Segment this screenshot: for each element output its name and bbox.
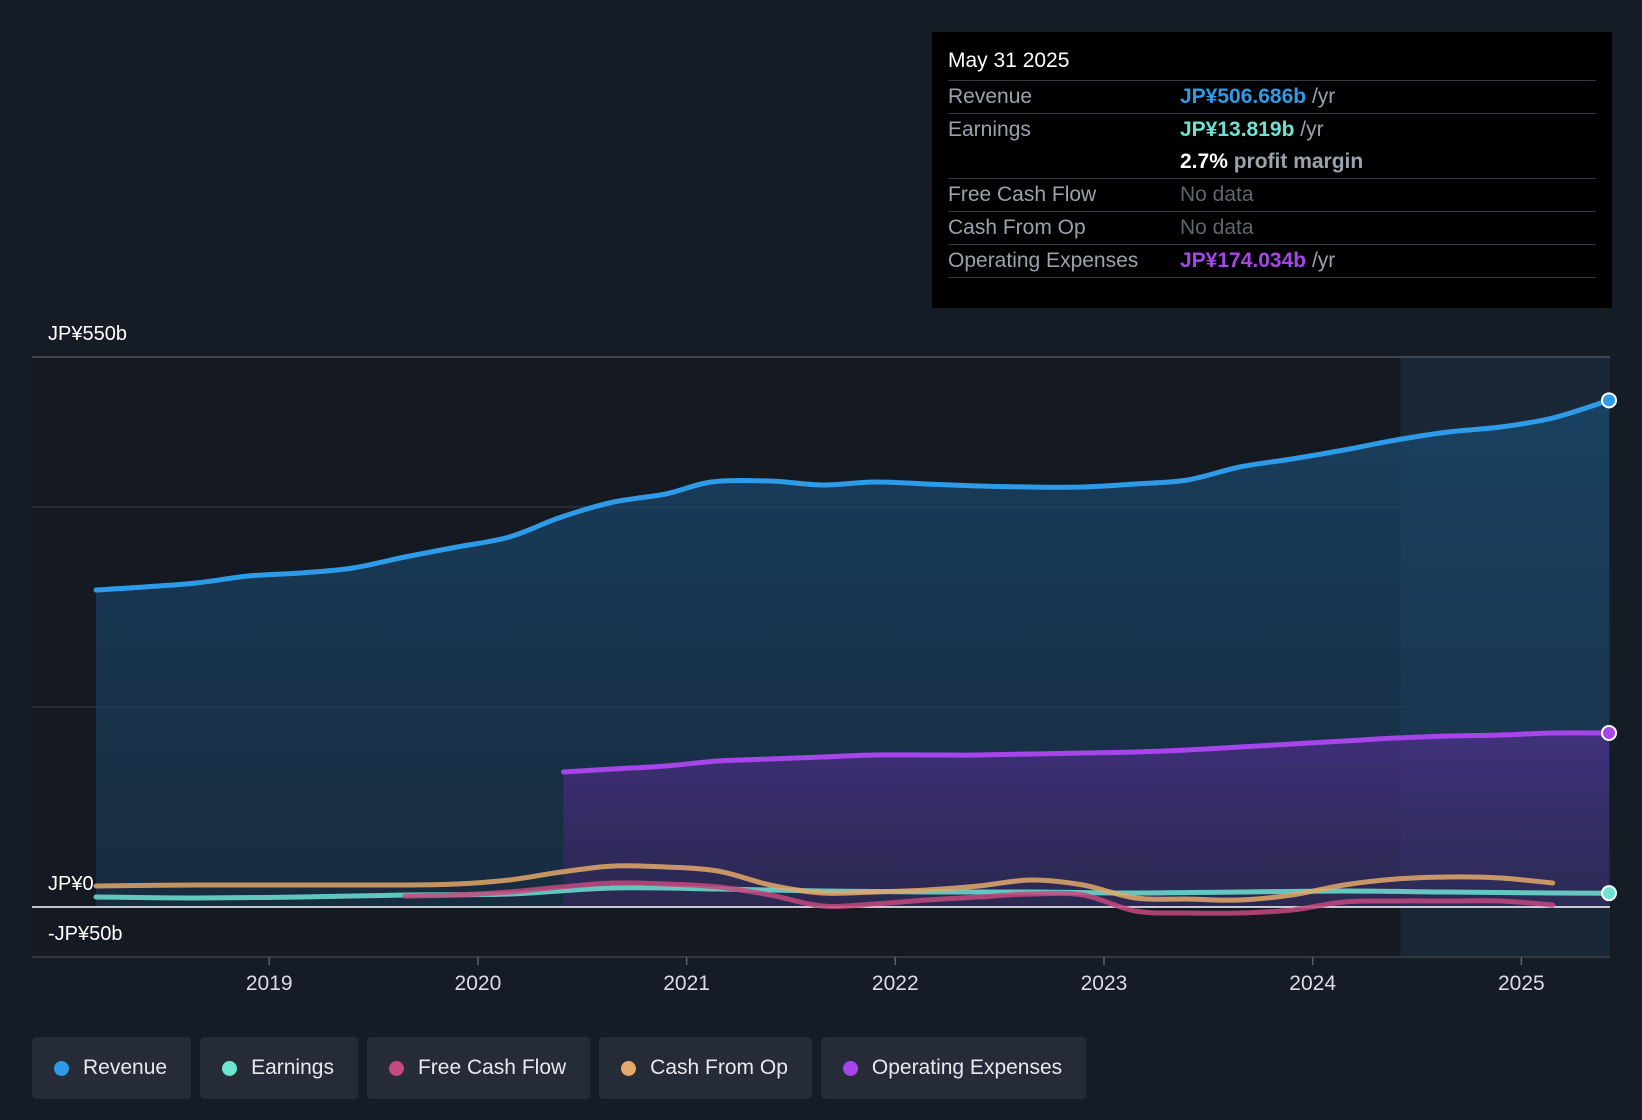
x-tick-label: 2021 (663, 972, 710, 995)
x-tick-label: 2019 (246, 972, 293, 995)
tooltip-row-cfo: Cash From Op No data (948, 212, 1596, 245)
endpoint-revenue (1601, 392, 1617, 409)
legend-label-revenue: Revenue (83, 1056, 168, 1079)
legend-item-earnings[interactable]: Earnings (200, 1037, 358, 1099)
legend-item-operating-expenses[interactable]: Operating Expenses (820, 1037, 1087, 1099)
line-free-cash-flow (402, 880, 1556, 916)
x-tick-label: 2025 (1498, 972, 1545, 995)
tooltip-earnings-unit: /yr (1300, 118, 1324, 141)
legend-item-free-cash-flow[interactable]: Free Cash Flow (366, 1037, 591, 1099)
tooltip-margin-label: profit margin (1233, 150, 1364, 173)
legend-item-cash-from-op[interactable]: Cash From Op (599, 1037, 812, 1099)
tooltip-date: May 31 2025 (948, 46, 1596, 81)
legend-dot-cash-from-op (621, 1060, 637, 1076)
tooltip-row-fcf: Free Cash Flow No data (948, 179, 1596, 212)
legend-dot-revenue (54, 1060, 69, 1076)
legend-label-operating-expenses: Operating Expenses (871, 1056, 1063, 1079)
tooltip-revenue-unit: /yr (1311, 85, 1336, 108)
tooltip-row-earnings: Earnings JP¥13.819b /yr (948, 114, 1596, 146)
tooltip-earnings-value: JP¥13.819b (1180, 118, 1295, 141)
tooltip-opex-value-wrap: JP¥174.034b /yr (1180, 245, 1335, 277)
tooltip-cfo-label: Cash From Op (948, 216, 1086, 239)
endpoint-earnings (1601, 885, 1617, 902)
tooltip-cfo-value: No data (1180, 216, 1254, 239)
area-operating-expenses (563, 732, 1609, 907)
tooltip-earnings-value-wrap: JP¥13.819b /yr (1180, 114, 1324, 146)
legend-label-free-cash-flow: Free Cash Flow (417, 1056, 567, 1079)
tooltip-row-opex: Operating Expenses JP¥174.034b /yr (948, 245, 1596, 278)
tooltip-margin-spacer (948, 146, 1180, 178)
y-label-bottom: -JP¥50b (48, 923, 123, 945)
legend-label-cash-from-op: Cash From Op (650, 1056, 788, 1079)
tooltip-row-margin: 2.7% profit margin (948, 146, 1596, 179)
line-operating-expenses (561, 730, 1612, 775)
tooltip-margin-value: 2.7% (1180, 150, 1228, 173)
tooltip-earnings-label: Earnings (948, 118, 1031, 141)
y-label-top: JP¥550b (48, 323, 127, 345)
line-cash-from-op (93, 863, 1556, 903)
legend: Revenue Earnings Free Cash Flow Cash Fro… (32, 1037, 1087, 1099)
tooltip-revenue-label: Revenue (948, 85, 1033, 108)
endpoint-operating-expenses (1601, 724, 1617, 741)
tooltip-opex-unit: /yr (1311, 249, 1336, 272)
legend-dot-operating-expenses (842, 1060, 858, 1076)
x-tick-label: 2023 (1081, 972, 1128, 995)
legend-dot-earnings (222, 1060, 238, 1076)
tooltip-fcf-value: No data (1180, 183, 1254, 206)
legend-dot-free-cash-flow (388, 1060, 404, 1076)
tooltip-margin-wrap: 2.7% profit margin (1180, 146, 1363, 178)
x-tick-label: 2020 (455, 972, 502, 995)
y-label-zero: JP¥0 (48, 873, 94, 895)
tooltip-row-revenue: Revenue JP¥506.686b /yr (948, 81, 1596, 114)
x-tick-label: 2022 (872, 972, 919, 995)
legend-item-revenue[interactable]: Revenue (32, 1037, 192, 1099)
x-tick-label: 2024 (1289, 972, 1336, 995)
tooltip-opex-value: JP¥174.034b (1180, 249, 1307, 272)
tooltip-opex-label: Operating Expenses (948, 249, 1139, 272)
tooltip-revenue-value-wrap: JP¥506.686b /yr (1180, 81, 1335, 113)
tooltip-panel: May 31 2025 Revenue JP¥506.686b /yr Earn… (932, 32, 1612, 308)
line-revenue (93, 397, 1612, 593)
legend-label-earnings: Earnings (251, 1056, 334, 1079)
tooltip-fcf-label: Free Cash Flow (948, 183, 1097, 206)
tooltip-revenue-value: JP¥506.686b (1180, 85, 1307, 108)
